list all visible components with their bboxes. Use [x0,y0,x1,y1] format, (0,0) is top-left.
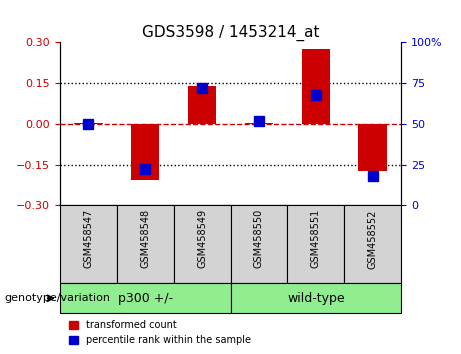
Text: p300 +/-: p300 +/- [118,292,173,305]
Bar [74,123,102,124]
FancyBboxPatch shape [174,205,230,283]
Text: GSM458549: GSM458549 [197,209,207,268]
Bar [245,123,273,124]
Text: genotype/variation: genotype/variation [5,293,111,303]
FancyBboxPatch shape [230,205,287,283]
Text: wild-type: wild-type [287,292,344,305]
Text: GSM458551: GSM458551 [311,209,321,268]
Text: GSM458552: GSM458552 [367,209,378,269]
Bar [188,86,216,124]
Bar [358,124,387,171]
FancyBboxPatch shape [344,205,401,283]
Text: GSM458547: GSM458547 [83,209,94,268]
Text: GSM458550: GSM458550 [254,209,264,268]
Legend: transformed count, percentile rank within the sample: transformed count, percentile rank withi… [65,316,255,349]
FancyBboxPatch shape [287,205,344,283]
Text: GDS3598 / 1453214_at: GDS3598 / 1453214_at [142,25,319,41]
Text: GSM458548: GSM458548 [140,209,150,268]
Bar [301,49,330,124]
FancyBboxPatch shape [230,283,401,313]
FancyBboxPatch shape [60,205,117,283]
FancyBboxPatch shape [60,283,230,313]
Bar [131,124,160,179]
FancyBboxPatch shape [117,205,174,283]
